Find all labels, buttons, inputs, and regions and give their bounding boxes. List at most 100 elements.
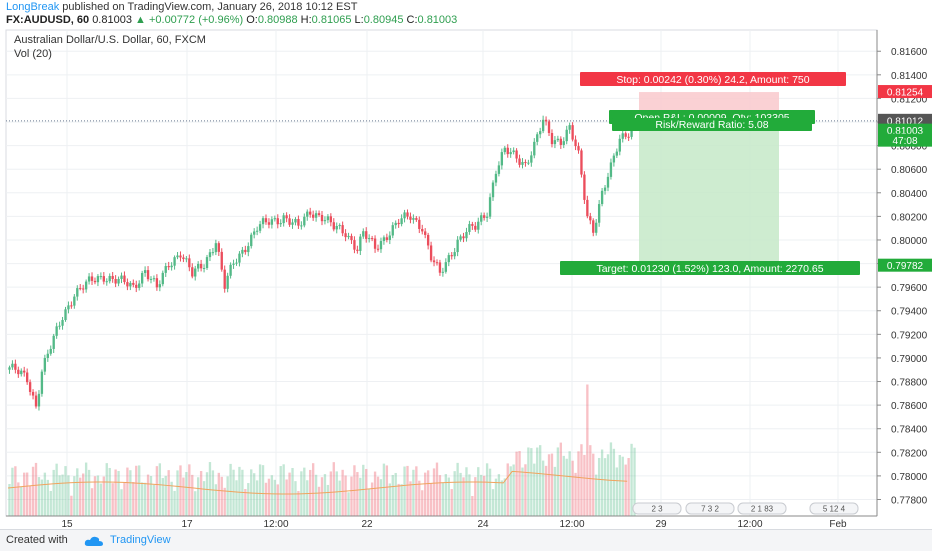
- candle-body: [597, 204, 601, 223]
- candle-body: [226, 275, 229, 289]
- candle-body: [135, 284, 138, 288]
- candle-body: [241, 249, 244, 254]
- y-tick-label: 0.80400: [891, 189, 928, 200]
- volume-bar: [25, 472, 29, 516]
- candle-body: [589, 216, 592, 221]
- volume-bar: [117, 471, 120, 516]
- y-tick-label: 0.79200: [891, 330, 928, 341]
- volume-bar: [424, 472, 427, 516]
- candle-body: [388, 235, 391, 240]
- volume-bar: [547, 454, 551, 516]
- volume-bar: [264, 482, 268, 516]
- volume-bar: [512, 464, 515, 516]
- candle-body: [359, 236, 362, 251]
- candle-body: [424, 231, 427, 235]
- legend-series[interactable]: Australian Dollar/U.S. Dollar, 60, FXCM: [14, 34, 206, 46]
- volume-bar: [8, 484, 11, 516]
- candle-body: [521, 162, 524, 165]
- volume-bar: [79, 477, 82, 516]
- volume-bar: [326, 484, 330, 516]
- volume-bar: [506, 463, 509, 516]
- volume-bar: [199, 471, 203, 516]
- volume-bar: [388, 483, 391, 516]
- candle-body: [568, 125, 571, 130]
- candle-body: [126, 282, 129, 287]
- candle-body: [8, 367, 11, 370]
- volume-bar: [606, 454, 610, 516]
- volume-bar: [155, 466, 159, 516]
- symbol-label[interactable]: FX:AUDUSD, 60: [6, 14, 90, 26]
- volume-bars: [7, 384, 636, 516]
- volume-bar: [400, 484, 403, 516]
- price-badge-stop: [878, 85, 932, 99]
- candle-body: [202, 267, 206, 269]
- y-tick-label: 0.77800: [891, 495, 928, 506]
- volume-bar: [562, 455, 565, 516]
- volume-bar: [167, 470, 170, 516]
- candle-body: [43, 358, 47, 372]
- volume-bar: [182, 477, 185, 516]
- volume-bar: [518, 451, 521, 516]
- candle-body: [105, 281, 108, 283]
- rr-label: Risk/Reward Ratio: 5.08: [655, 119, 768, 131]
- price-badge-countdown: [878, 133, 932, 147]
- candle-body: [500, 152, 504, 166]
- volume-bar: [477, 467, 480, 516]
- volume-bar: [276, 484, 279, 516]
- candle-body: [547, 121, 551, 133]
- candle-body: [379, 241, 383, 250]
- volume-bar: [196, 477, 200, 516]
- x-tick-label: 17: [181, 519, 193, 530]
- volume-bar: [73, 476, 76, 516]
- candle-body: [220, 251, 223, 270]
- target-zone: [639, 120, 779, 266]
- volume-bar: [247, 483, 250, 516]
- volume-bar: [415, 466, 418, 516]
- volume-bar: [126, 467, 129, 516]
- volume-bar: [291, 467, 294, 516]
- candle-body: [309, 211, 312, 215]
- candle-body: [297, 219, 300, 226]
- candle-body: [117, 278, 120, 284]
- author-link[interactable]: LongBreak: [6, 1, 60, 13]
- volume-bar: [285, 479, 288, 516]
- event-marker: [809, 502, 859, 515]
- candle-body: [394, 222, 397, 226]
- volume-bar: [96, 475, 100, 516]
- volume-bar: [509, 466, 512, 516]
- volume-bar: [49, 490, 52, 516]
- volume-bar: [491, 489, 495, 516]
- legend-volume[interactable]: Vol (20): [14, 48, 52, 60]
- volume-bar: [568, 451, 571, 516]
- candle-body: [93, 280, 97, 283]
- volume-bar: [624, 464, 627, 516]
- candle-body: [61, 319, 64, 326]
- x-tick-label: 12:00: [737, 519, 762, 530]
- candle-body: [164, 266, 167, 273]
- candle-body: [79, 288, 82, 290]
- event-marker: [685, 502, 735, 515]
- candle-body: [421, 228, 424, 232]
- volume-bar: [633, 447, 636, 516]
- candle-body: [512, 150, 515, 153]
- economic-events: 2 3 7 3 2 2 1 83 5 12 4: [632, 502, 859, 515]
- volume-bar: [179, 465, 182, 516]
- candle-body: [140, 273, 144, 284]
- candle-body: [108, 275, 111, 282]
- footer-brand[interactable]: TradingView: [110, 534, 171, 546]
- candle-body: [34, 395, 38, 407]
- candle-body: [185, 258, 188, 260]
- volume-bar: [539, 445, 542, 516]
- candle-body: [527, 162, 530, 164]
- candle-body: [592, 220, 595, 233]
- candle-body: [453, 252, 456, 257]
- candle-body: [205, 257, 209, 268]
- volume-bar: [267, 478, 271, 516]
- candle-body: [82, 288, 85, 290]
- candle-body: [539, 131, 542, 135]
- candle-body: [391, 225, 394, 236]
- candle-body: [491, 182, 495, 198]
- candle-body: [17, 369, 20, 375]
- volume-bar: [373, 471, 377, 516]
